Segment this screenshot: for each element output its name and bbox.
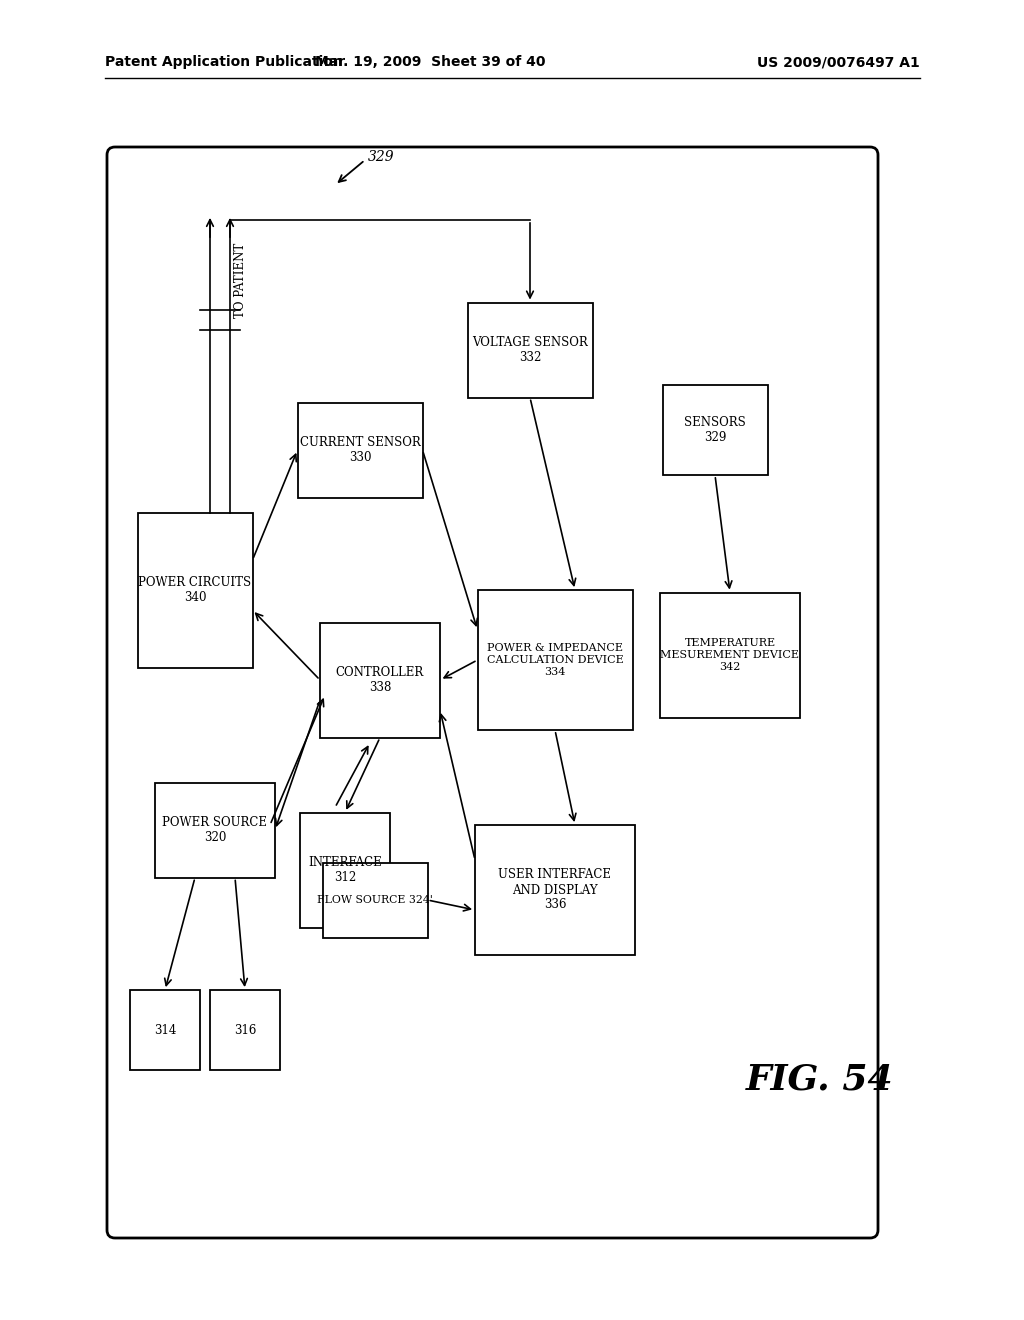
Text: US 2009/0076497 A1: US 2009/0076497 A1 xyxy=(758,55,920,69)
Text: 314: 314 xyxy=(154,1023,176,1036)
FancyBboxPatch shape xyxy=(155,783,275,878)
Text: POWER CIRCUITS
340: POWER CIRCUITS 340 xyxy=(138,576,252,605)
FancyBboxPatch shape xyxy=(210,990,280,1071)
FancyBboxPatch shape xyxy=(137,512,253,668)
Text: TEMPERATURE
MESUREMENT DEVICE
342: TEMPERATURE MESUREMENT DEVICE 342 xyxy=(660,639,800,672)
Text: 329: 329 xyxy=(368,150,394,164)
FancyBboxPatch shape xyxy=(298,403,423,498)
FancyBboxPatch shape xyxy=(106,147,878,1238)
Text: INTERFACE
312: INTERFACE 312 xyxy=(308,855,382,884)
Text: TO PATIENT: TO PATIENT xyxy=(233,243,247,318)
Text: CONTROLLER
338: CONTROLLER 338 xyxy=(336,667,424,694)
Text: FLOW SOURCE 324': FLOW SOURCE 324' xyxy=(317,895,433,906)
FancyBboxPatch shape xyxy=(468,302,593,397)
Text: USER INTERFACE
AND DISPLAY
336: USER INTERFACE AND DISPLAY 336 xyxy=(499,869,611,912)
Text: VOLTAGE SENSOR
332: VOLTAGE SENSOR 332 xyxy=(472,337,588,364)
Text: SENSORS
329: SENSORS 329 xyxy=(684,416,745,444)
FancyBboxPatch shape xyxy=(319,623,440,738)
FancyBboxPatch shape xyxy=(475,825,635,954)
Text: CURRENT SENSOR
330: CURRENT SENSOR 330 xyxy=(300,436,421,465)
FancyBboxPatch shape xyxy=(130,990,200,1071)
FancyBboxPatch shape xyxy=(300,813,390,928)
Text: Patent Application Publication: Patent Application Publication xyxy=(105,55,343,69)
Text: Mar. 19, 2009  Sheet 39 of 40: Mar. 19, 2009 Sheet 39 of 40 xyxy=(314,55,545,69)
Text: POWER & IMPEDANCE
CALCULATION DEVICE
334: POWER & IMPEDANCE CALCULATION DEVICE 334 xyxy=(486,643,624,677)
FancyBboxPatch shape xyxy=(660,593,800,718)
Text: FIG. 54: FIG. 54 xyxy=(746,1063,894,1097)
Text: 316: 316 xyxy=(233,1023,256,1036)
FancyBboxPatch shape xyxy=(323,862,427,937)
Text: POWER SOURCE
320: POWER SOURCE 320 xyxy=(163,816,267,843)
FancyBboxPatch shape xyxy=(663,385,768,475)
FancyBboxPatch shape xyxy=(477,590,633,730)
